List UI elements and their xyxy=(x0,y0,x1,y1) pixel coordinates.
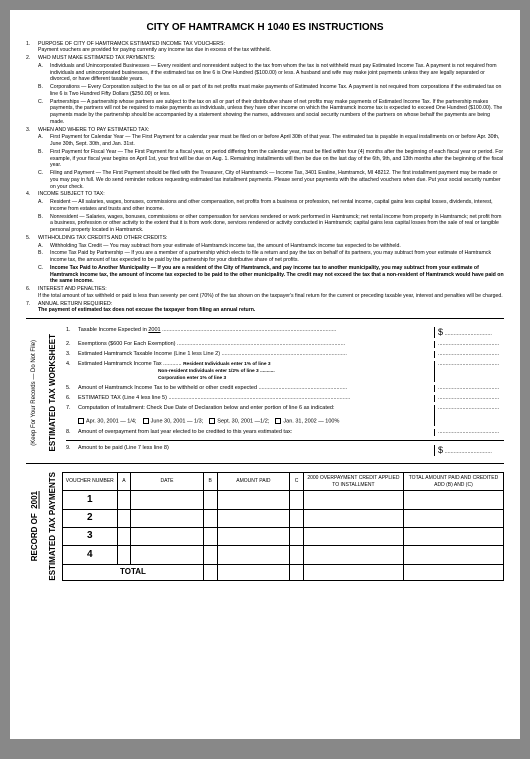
worksheet-section: (Keep For Your Records — Do Not File) ES… xyxy=(26,327,504,459)
ws-line-7: 7. Computation of Installment: Check Due… xyxy=(66,405,504,426)
instruction-3: 3. WHEN AND WHERE TO PAY ESTIMATED TAX: … xyxy=(26,127,504,191)
ws-line-5: 5. Amount of Hamtramck Income Tax to be … xyxy=(66,385,504,392)
instruction-1: 1. PURPOSE OF CITY OF HAMTRAMCK ESTIMATE… xyxy=(26,41,504,55)
ws-line-6: 6. ESTIMATED TAX (Line 4 less line 5) ..… xyxy=(66,395,504,402)
ws-line-3: 3. Estimated Hamtramck Taxable Income (L… xyxy=(66,351,504,358)
instructions-section: 1. PURPOSE OF CITY OF HAMTRAMCK ESTIMATE… xyxy=(26,41,504,315)
worksheet-sublabel: (Keep For Your Records — Do Not File) xyxy=(31,340,39,446)
checkbox-jan[interactable] xyxy=(275,418,281,424)
payments-table: VOUCHER NUMBER A DATE B AMOUNT PAID C 20… xyxy=(62,472,504,581)
payment-row-4: 4 xyxy=(63,546,504,564)
ws-line-2: 2. Exemptions ($600 For Each Exemption) … xyxy=(66,341,504,348)
checkbox-apr[interactable] xyxy=(78,418,84,424)
page-title: CITY OF HAMTRAMCK H 1040 ES INSTRUCTIONS xyxy=(26,22,504,35)
instruction-5: 5. WITHHOLDING TAX CREDITS AND OTHER CRE… xyxy=(26,235,504,285)
instruction-7: 7. ANNUAL RETURN REQUIRED:The payment of… xyxy=(26,301,504,315)
checkbox-sep[interactable] xyxy=(209,418,215,424)
ws-line-4: 4. Estimated Hamtramck Income Tax ......… xyxy=(66,361,504,382)
instruction-4: 4. INCOME SUBJECT TO TAX: A.Resident — A… xyxy=(26,191,504,234)
tax-form-page: CITY OF HAMTRAMCK H 1040 ES INSTRUCTIONS… xyxy=(10,10,520,739)
ws-line-9: 9. Amount to be paid (Line 7 less line 8… xyxy=(66,445,504,456)
record-label-a: RECORD OF 2001 xyxy=(30,491,40,561)
ws-line-8: 8. Amount of overpayment from last year … xyxy=(66,429,504,436)
checkbox-jun[interactable] xyxy=(143,418,149,424)
record-label-b: ESTIMATED TAX PAYMENTS xyxy=(48,472,58,581)
payment-row-3: 3 xyxy=(63,527,504,545)
ws-line-1: 1. Taxable Income Expected in 2001 .....… xyxy=(66,327,504,338)
payment-row-2: 2 xyxy=(63,509,504,527)
payment-row-1: 1 xyxy=(63,491,504,509)
instruction-6: 6. INTEREST AND PENALTIES:If the total a… xyxy=(26,286,504,300)
worksheet-label: ESTIMATED TAX WORKSHEET xyxy=(48,334,58,451)
payment-total-row: TOTAL xyxy=(63,564,504,580)
instruction-2: 2. WHO MUST MAKE ESTIMATED TAX PAYMENTS:… xyxy=(26,55,504,126)
payments-section: RECORD OF 2001 ESTIMATED TAX PAYMENTS VO… xyxy=(26,472,504,581)
